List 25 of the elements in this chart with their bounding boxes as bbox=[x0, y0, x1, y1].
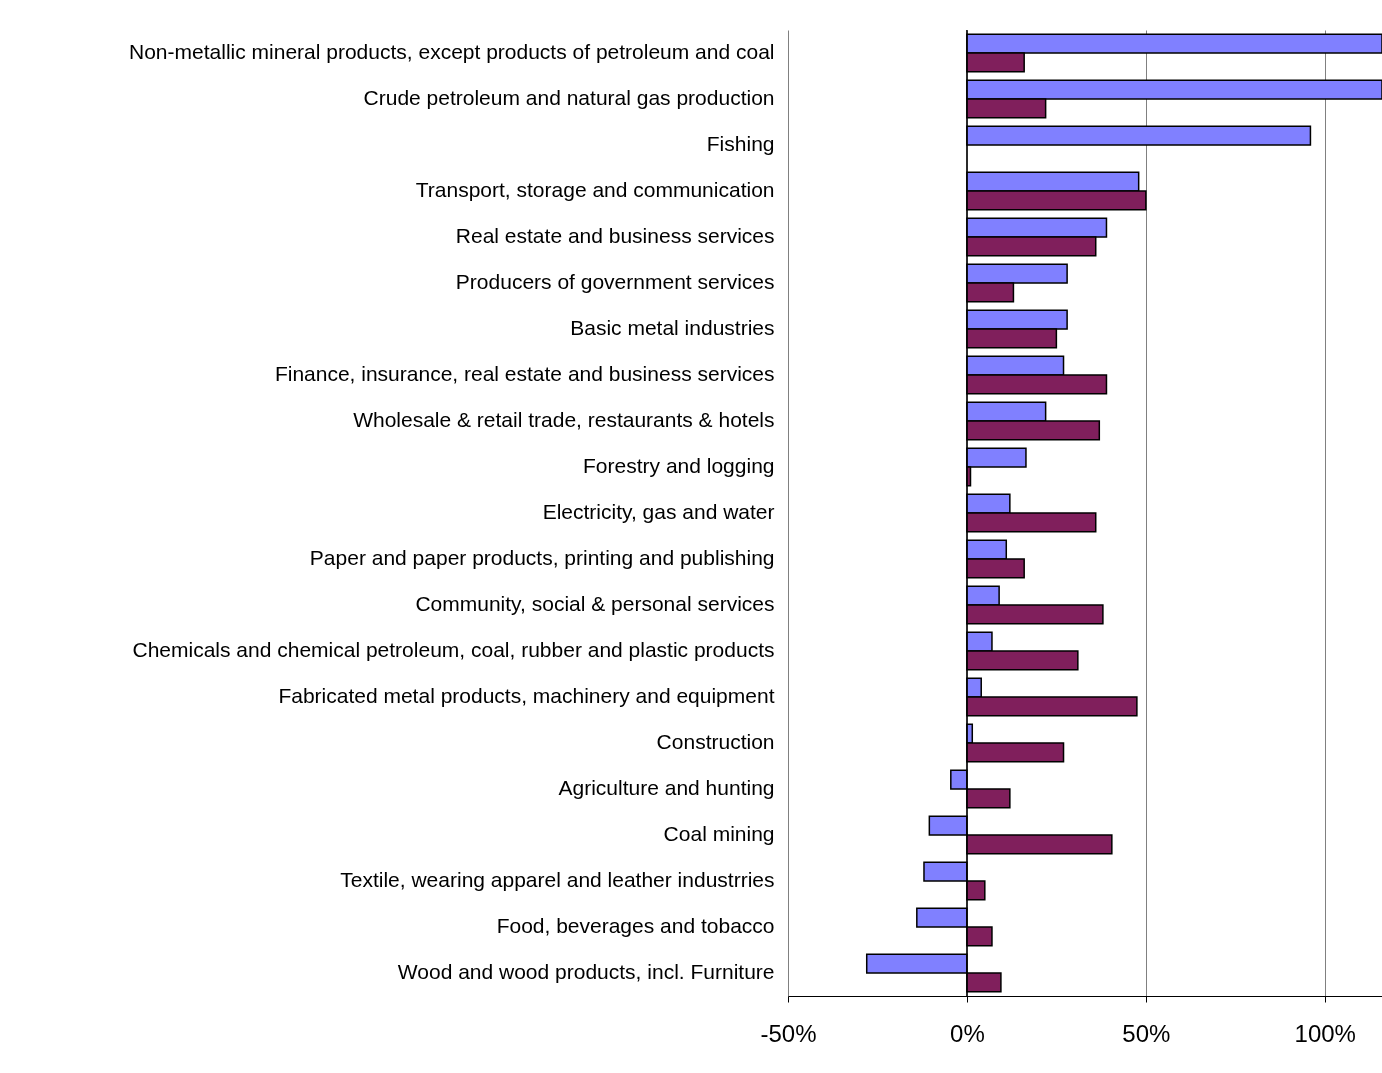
y-tick-label: Finance, insurance, real estate and business services bbox=[274, 362, 775, 385]
y-tick-label: Non-metallic mineral products, except products of petroleum and coal bbox=[129, 40, 775, 63]
y-tick-label: Agriculture and hunting bbox=[558, 776, 775, 799]
y-tick-label: Crude petroleum and natural gas production bbox=[363, 86, 775, 109]
y-tick-label: Wholesale & retail trade, restaurants & hotels bbox=[353, 408, 775, 431]
x-tick-label: -50% bbox=[760, 1019, 817, 1047]
y-tick-label: Electricity, gas and water bbox=[542, 500, 775, 523]
y-tick-label: Paper and paper products, printing and publishing bbox=[309, 546, 775, 569]
y-tick-label: Fishing bbox=[706, 132, 775, 155]
y-tick-label: Forestry and logging bbox=[583, 454, 775, 477]
y-tick-label: Construction bbox=[656, 730, 775, 753]
x-tick-label: 50% bbox=[1122, 1019, 1171, 1047]
y-tick-label: Basic metal industries bbox=[570, 316, 775, 339]
y-tick-label: Wood and wood products, incl. Furniture bbox=[397, 960, 775, 983]
y-tick-label: Producers of government services bbox=[455, 270, 775, 293]
y-tick-label: Textile, wearing apparel and leather industrries bbox=[340, 868, 775, 891]
y-tick-label: Coal mining bbox=[663, 822, 775, 845]
y-tick-label: Transport, storage and communication bbox=[415, 178, 775, 201]
x-tick-label: 0% bbox=[950, 1019, 985, 1047]
y-tick-label: Food, beverages and tobacco bbox=[496, 914, 775, 937]
x-tick-label: 100% bbox=[1294, 1019, 1356, 1047]
y-tick-label: Real estate and business services bbox=[455, 224, 775, 247]
y-tick-label: Chemicals and chemical petroleum, coal, rubber and plastic products bbox=[132, 638, 775, 661]
y-tick-label: Fabricated metal products, machinery and equipment bbox=[278, 684, 775, 707]
y-tick-label: Community, social & personal services bbox=[415, 592, 775, 615]
